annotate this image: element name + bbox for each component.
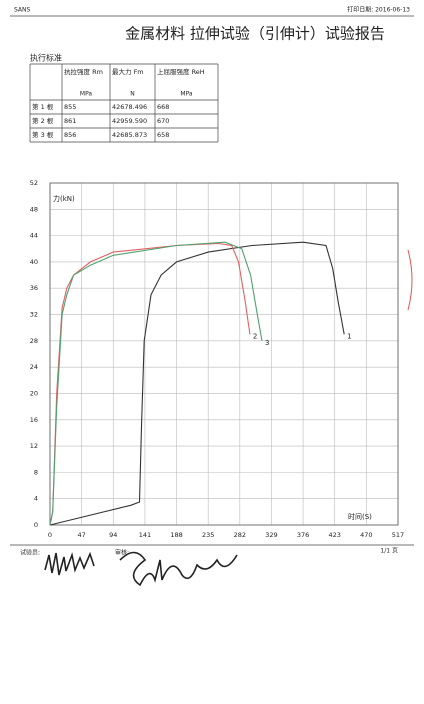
x-tick-label: 188 xyxy=(170,531,182,539)
y-tick-label: 28 xyxy=(30,337,38,345)
y-tick-label: 48 xyxy=(30,205,38,213)
y-axis-label: 力(kN) xyxy=(53,194,75,203)
x-tick-label: 423 xyxy=(329,531,341,539)
tester-label: 试验员: xyxy=(20,549,40,557)
column-unit: MPa xyxy=(80,91,93,98)
force-curve xyxy=(49,241,263,526)
column-header: 抗拉强度 Rm xyxy=(64,67,103,76)
x-tick-label: 376 xyxy=(297,531,309,539)
table-cell: 42678.496 xyxy=(112,103,147,111)
x-tick-label: 470 xyxy=(360,531,372,539)
y-tick-label: 40 xyxy=(30,258,38,266)
y-tick-label: 0 xyxy=(34,521,38,529)
x-tick-label: 141 xyxy=(139,531,151,539)
result-table: 抗拉强度 Rm MPa 最大力 Fm N 上屈服强度 ReH MPa 第 1 根 855 426… xyxy=(29,63,219,143)
row-label: 第 2 根 xyxy=(32,116,54,125)
table-cell: 42685.873 xyxy=(112,131,147,139)
table-cell: 670 xyxy=(157,117,169,125)
y-tick-label: 8 xyxy=(34,468,38,476)
y-tick-label: 16 xyxy=(30,416,38,424)
row-label: 第 3 根 xyxy=(32,130,54,139)
force-curve xyxy=(49,241,345,526)
x-tick-label: 0 xyxy=(48,531,52,539)
table-cell: 855 xyxy=(64,103,76,111)
plot-frame xyxy=(49,182,399,526)
column-unit: N xyxy=(130,91,135,98)
x-tick-label: 235 xyxy=(202,531,214,539)
table-cell: 658 xyxy=(157,131,169,139)
software-name: SANS xyxy=(14,7,31,14)
y-tick-label: 36 xyxy=(30,284,38,292)
y-tick-label: 32 xyxy=(30,311,38,319)
column-header: 最大力 Fm xyxy=(112,67,144,76)
y-tick-label: 20 xyxy=(30,389,38,397)
table-cell: 42959.590 xyxy=(112,117,147,125)
report-title: 金属材料 拉伸试验（引伸计）试验报告 xyxy=(125,25,385,43)
reviewer-label: 审核: xyxy=(115,549,129,557)
column-header: 上屈服强度 ReH xyxy=(157,67,205,76)
standard-label: 执行标准 xyxy=(30,53,62,63)
y-tick-label: 44 xyxy=(30,232,38,240)
y-tick-label: 4 xyxy=(34,495,38,503)
column-unit: MPa xyxy=(180,91,193,98)
x-tick-label: 47 xyxy=(77,531,85,539)
print-date: 打印日期: 2016-06-13 xyxy=(347,6,410,14)
x-axis-label: 时间(S) xyxy=(348,512,372,521)
x-tick-label: 282 xyxy=(234,531,246,539)
y-tick-label: 12 xyxy=(30,442,38,450)
x-tick-label: 517 xyxy=(392,531,404,539)
x-tick-label: 94 xyxy=(109,531,117,539)
curve-label: 3 xyxy=(265,339,269,347)
curve-label: 2 xyxy=(253,332,257,340)
reviewer-signature xyxy=(119,551,238,587)
stamp-edge xyxy=(407,249,413,311)
table-cell: 668 xyxy=(157,103,169,111)
page-number: 1/1 页 xyxy=(380,548,398,555)
y-tick-label: 24 xyxy=(30,363,38,371)
table-cell: 856 xyxy=(64,131,76,139)
force-curve xyxy=(49,242,251,526)
tester-signature xyxy=(44,551,95,576)
table-cell: 861 xyxy=(64,117,76,125)
curve-label: 1 xyxy=(347,332,351,340)
row-label: 第 1 根 xyxy=(32,102,54,111)
y-tick-label: 52 xyxy=(30,179,38,187)
x-tick-label: 329 xyxy=(265,531,277,539)
